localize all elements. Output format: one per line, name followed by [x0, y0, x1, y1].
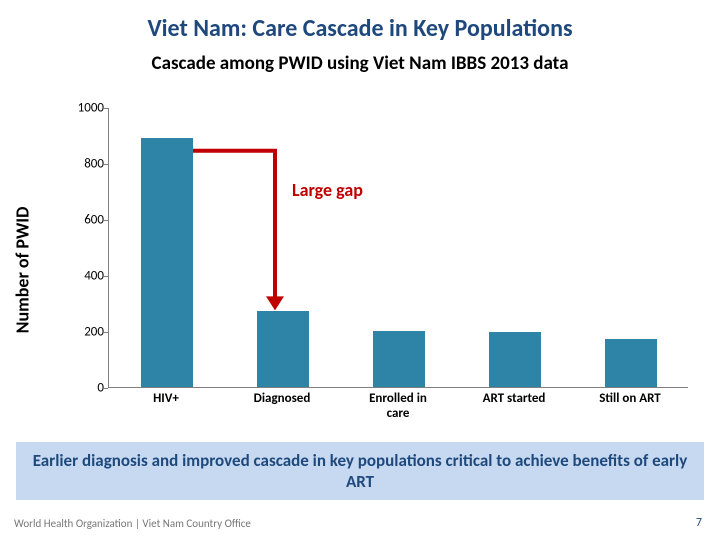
gap-annotation: Large gap [292, 179, 363, 201]
page-number: 7 [696, 516, 702, 530]
bar [373, 331, 425, 387]
x-tick-label: HIV+ [108, 392, 224, 407]
y-tick-mark [104, 388, 108, 389]
y-axis-label-text: Number of PWID [11, 207, 33, 334]
y-tick-label: 200 [68, 325, 104, 340]
bar [257, 311, 309, 387]
y-axis-label: Number of PWID [12, 120, 32, 420]
slide-subtitle: Cascade among PWID using Viet Nam IBBS 2… [0, 52, 720, 75]
y-tick-label: 400 [68, 269, 104, 284]
y-tick-label: 0 [68, 381, 104, 396]
chart-area: 02004006008001000 HIV+DiagnosedEnrolled … [60, 108, 690, 428]
footer-text: World Health Organization | Viet Nam Cou… [14, 517, 251, 530]
slide-title: Viet Nam: Care Cascade in Key Population… [0, 14, 720, 43]
x-tick-label: Still on ART [572, 392, 688, 407]
x-tick-label: Diagnosed [224, 392, 340, 407]
bar [141, 138, 193, 387]
slide: Viet Nam: Care Cascade in Key Population… [0, 0, 720, 540]
plot-region [108, 108, 688, 388]
y-tick-label: 800 [68, 157, 104, 172]
y-tick-label: 1000 [68, 101, 104, 116]
conclusion-banner: Earlier diagnosis and improved cascade i… [16, 442, 704, 500]
bar [605, 339, 657, 387]
x-tick-label: Enrolled incare [340, 392, 456, 422]
x-tick-label: ART started [456, 392, 572, 407]
y-tick-label: 600 [68, 213, 104, 228]
bar [489, 332, 541, 387]
